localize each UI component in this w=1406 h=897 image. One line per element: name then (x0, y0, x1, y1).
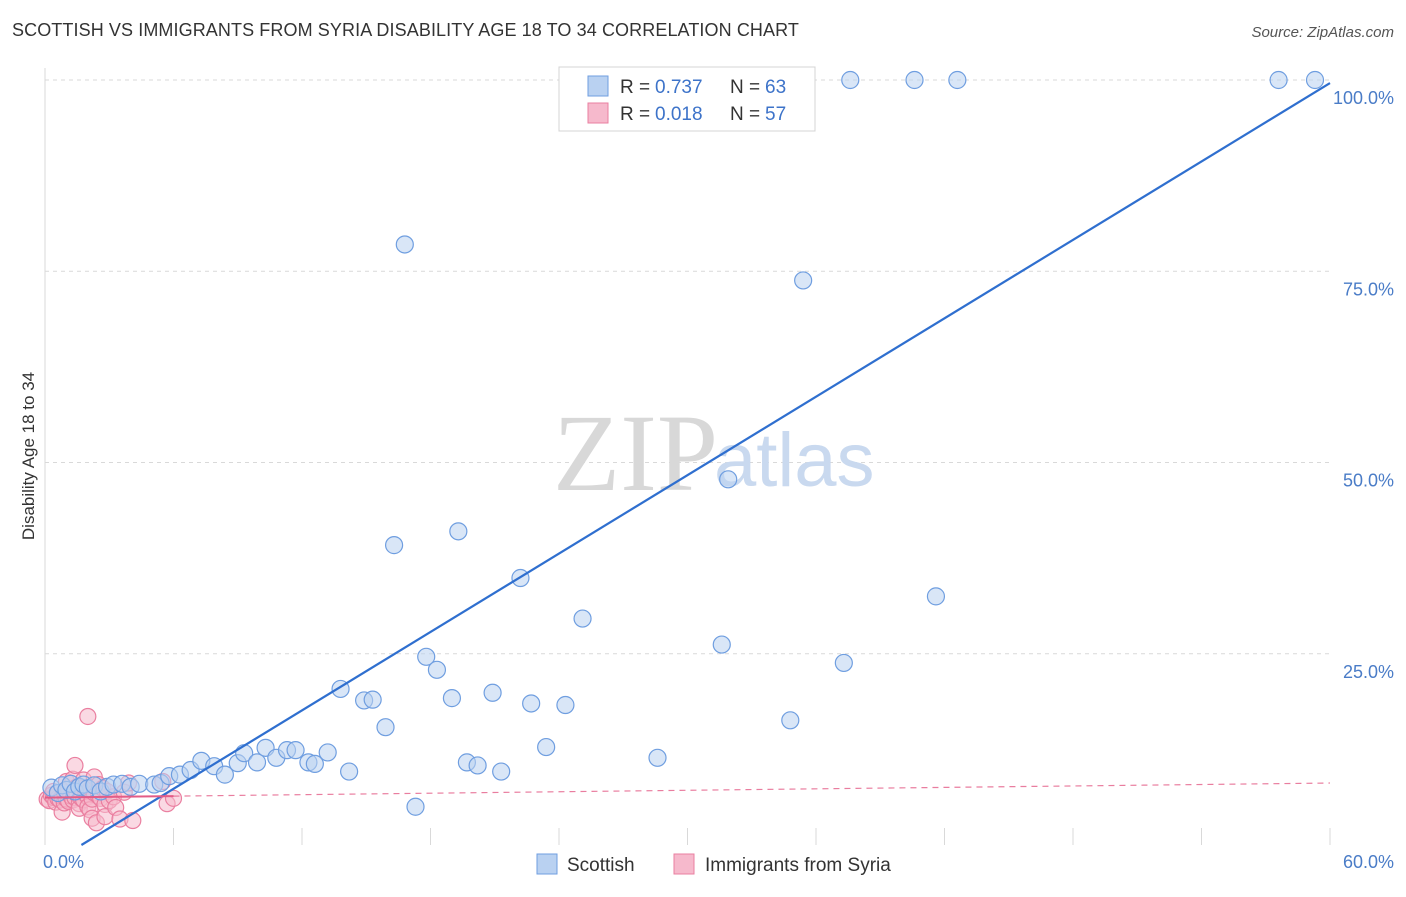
legend-r-label-scottish: R = (620, 77, 650, 98)
scottish-point (1269, 70, 1288, 90)
y-axis-label: Disability Age 18 to 34 (19, 372, 38, 540)
syria-point (164, 789, 183, 807)
scottish-point (286, 741, 305, 760)
scottish-point (305, 754, 324, 774)
scottish-point (363, 690, 382, 709)
y-tick-labels: 25.0% 50.0% 75.0% 100.0% (1333, 88, 1394, 682)
scottish-point (841, 70, 860, 90)
scottish-point (834, 653, 853, 673)
scottish-point (522, 694, 541, 713)
legend-r-label-syria: R = (620, 104, 650, 125)
syria-points (38, 707, 183, 832)
scottish-point (449, 522, 468, 541)
scottish-trend-line (80, 82, 1331, 846)
x-tick-marks (173, 828, 1331, 845)
watermark-zip: ZIP (553, 392, 718, 514)
scottish-point (492, 762, 511, 781)
scottish-point (417, 647, 436, 666)
scottish-point (247, 753, 267, 772)
scottish-point (648, 748, 667, 767)
syria-trend-line-dashed (173, 782, 1331, 797)
legend-n-value-syria: 57 (765, 104, 786, 125)
scottish-point (1305, 70, 1325, 90)
trend-lines (44, 82, 1331, 846)
scottish-point (376, 718, 395, 737)
scottish-point (781, 711, 800, 730)
series-legend: Scottish Immigrants from Syria (536, 853, 891, 876)
y-tick-label: 75.0% (1343, 279, 1394, 299)
watermark: ZIP atlas (553, 392, 875, 514)
y-tick-label: 25.0% (1343, 662, 1394, 682)
legend-r-value-scottish: 0.737 (655, 77, 703, 98)
source-label: Source: ZipAtlas.com (1251, 24, 1394, 41)
scottish-point (318, 743, 337, 762)
scottish-point (794, 271, 813, 290)
scottish-point (537, 737, 556, 757)
y-tick-label: 50.0% (1343, 471, 1394, 491)
legend-swatch-scottish (587, 75, 609, 97)
x-tick-label-max: 60.0% (1343, 852, 1394, 872)
scottish-point (905, 70, 924, 90)
syria-point (79, 707, 97, 726)
syria-point (66, 756, 84, 775)
scottish-point (468, 756, 487, 775)
scottish-point (573, 609, 592, 628)
scottish-point (712, 635, 731, 654)
syria-trend-line-solid (44, 795, 174, 799)
bottom-legend-swatch-scottish (536, 853, 558, 875)
scottish-point (395, 235, 414, 254)
legend-n-label-scottish: N = (730, 77, 760, 98)
y-tick-label: 100.0% (1333, 88, 1394, 108)
bottom-legend-swatch-syria (673, 853, 695, 875)
scottish-point (215, 765, 234, 784)
scottish-point (384, 536, 404, 555)
scottish-point (948, 70, 967, 90)
scottish-point (442, 689, 462, 708)
legend-n-value-scottish: 63 (765, 77, 786, 98)
scottish-point (427, 660, 447, 679)
legend-r-value-syria: 0.018 (655, 104, 703, 125)
legend-n-label-syria: N = (730, 104, 760, 125)
scottish-point (556, 695, 575, 715)
watermark-atlas: atlas (714, 418, 875, 503)
scottish-point (926, 587, 946, 606)
scottish-point (406, 797, 425, 816)
x-tick-label-min: 0.0% (43, 852, 84, 872)
correlation-legend: R = 0.737 N = 63 R = 0.018 N = 57 (558, 66, 816, 132)
scottish-point (340, 762, 359, 781)
scottish-point (719, 470, 738, 489)
chart-title: SCOTTISH VS IMMIGRANTS FROM SYRIA DISABI… (12, 20, 800, 40)
bottom-legend-label-syria: Immigrants from Syria (705, 855, 891, 876)
scottish-point (483, 683, 502, 702)
bottom-legend-label-scottish: Scottish (567, 855, 635, 876)
legend-swatch-syria (587, 102, 609, 124)
